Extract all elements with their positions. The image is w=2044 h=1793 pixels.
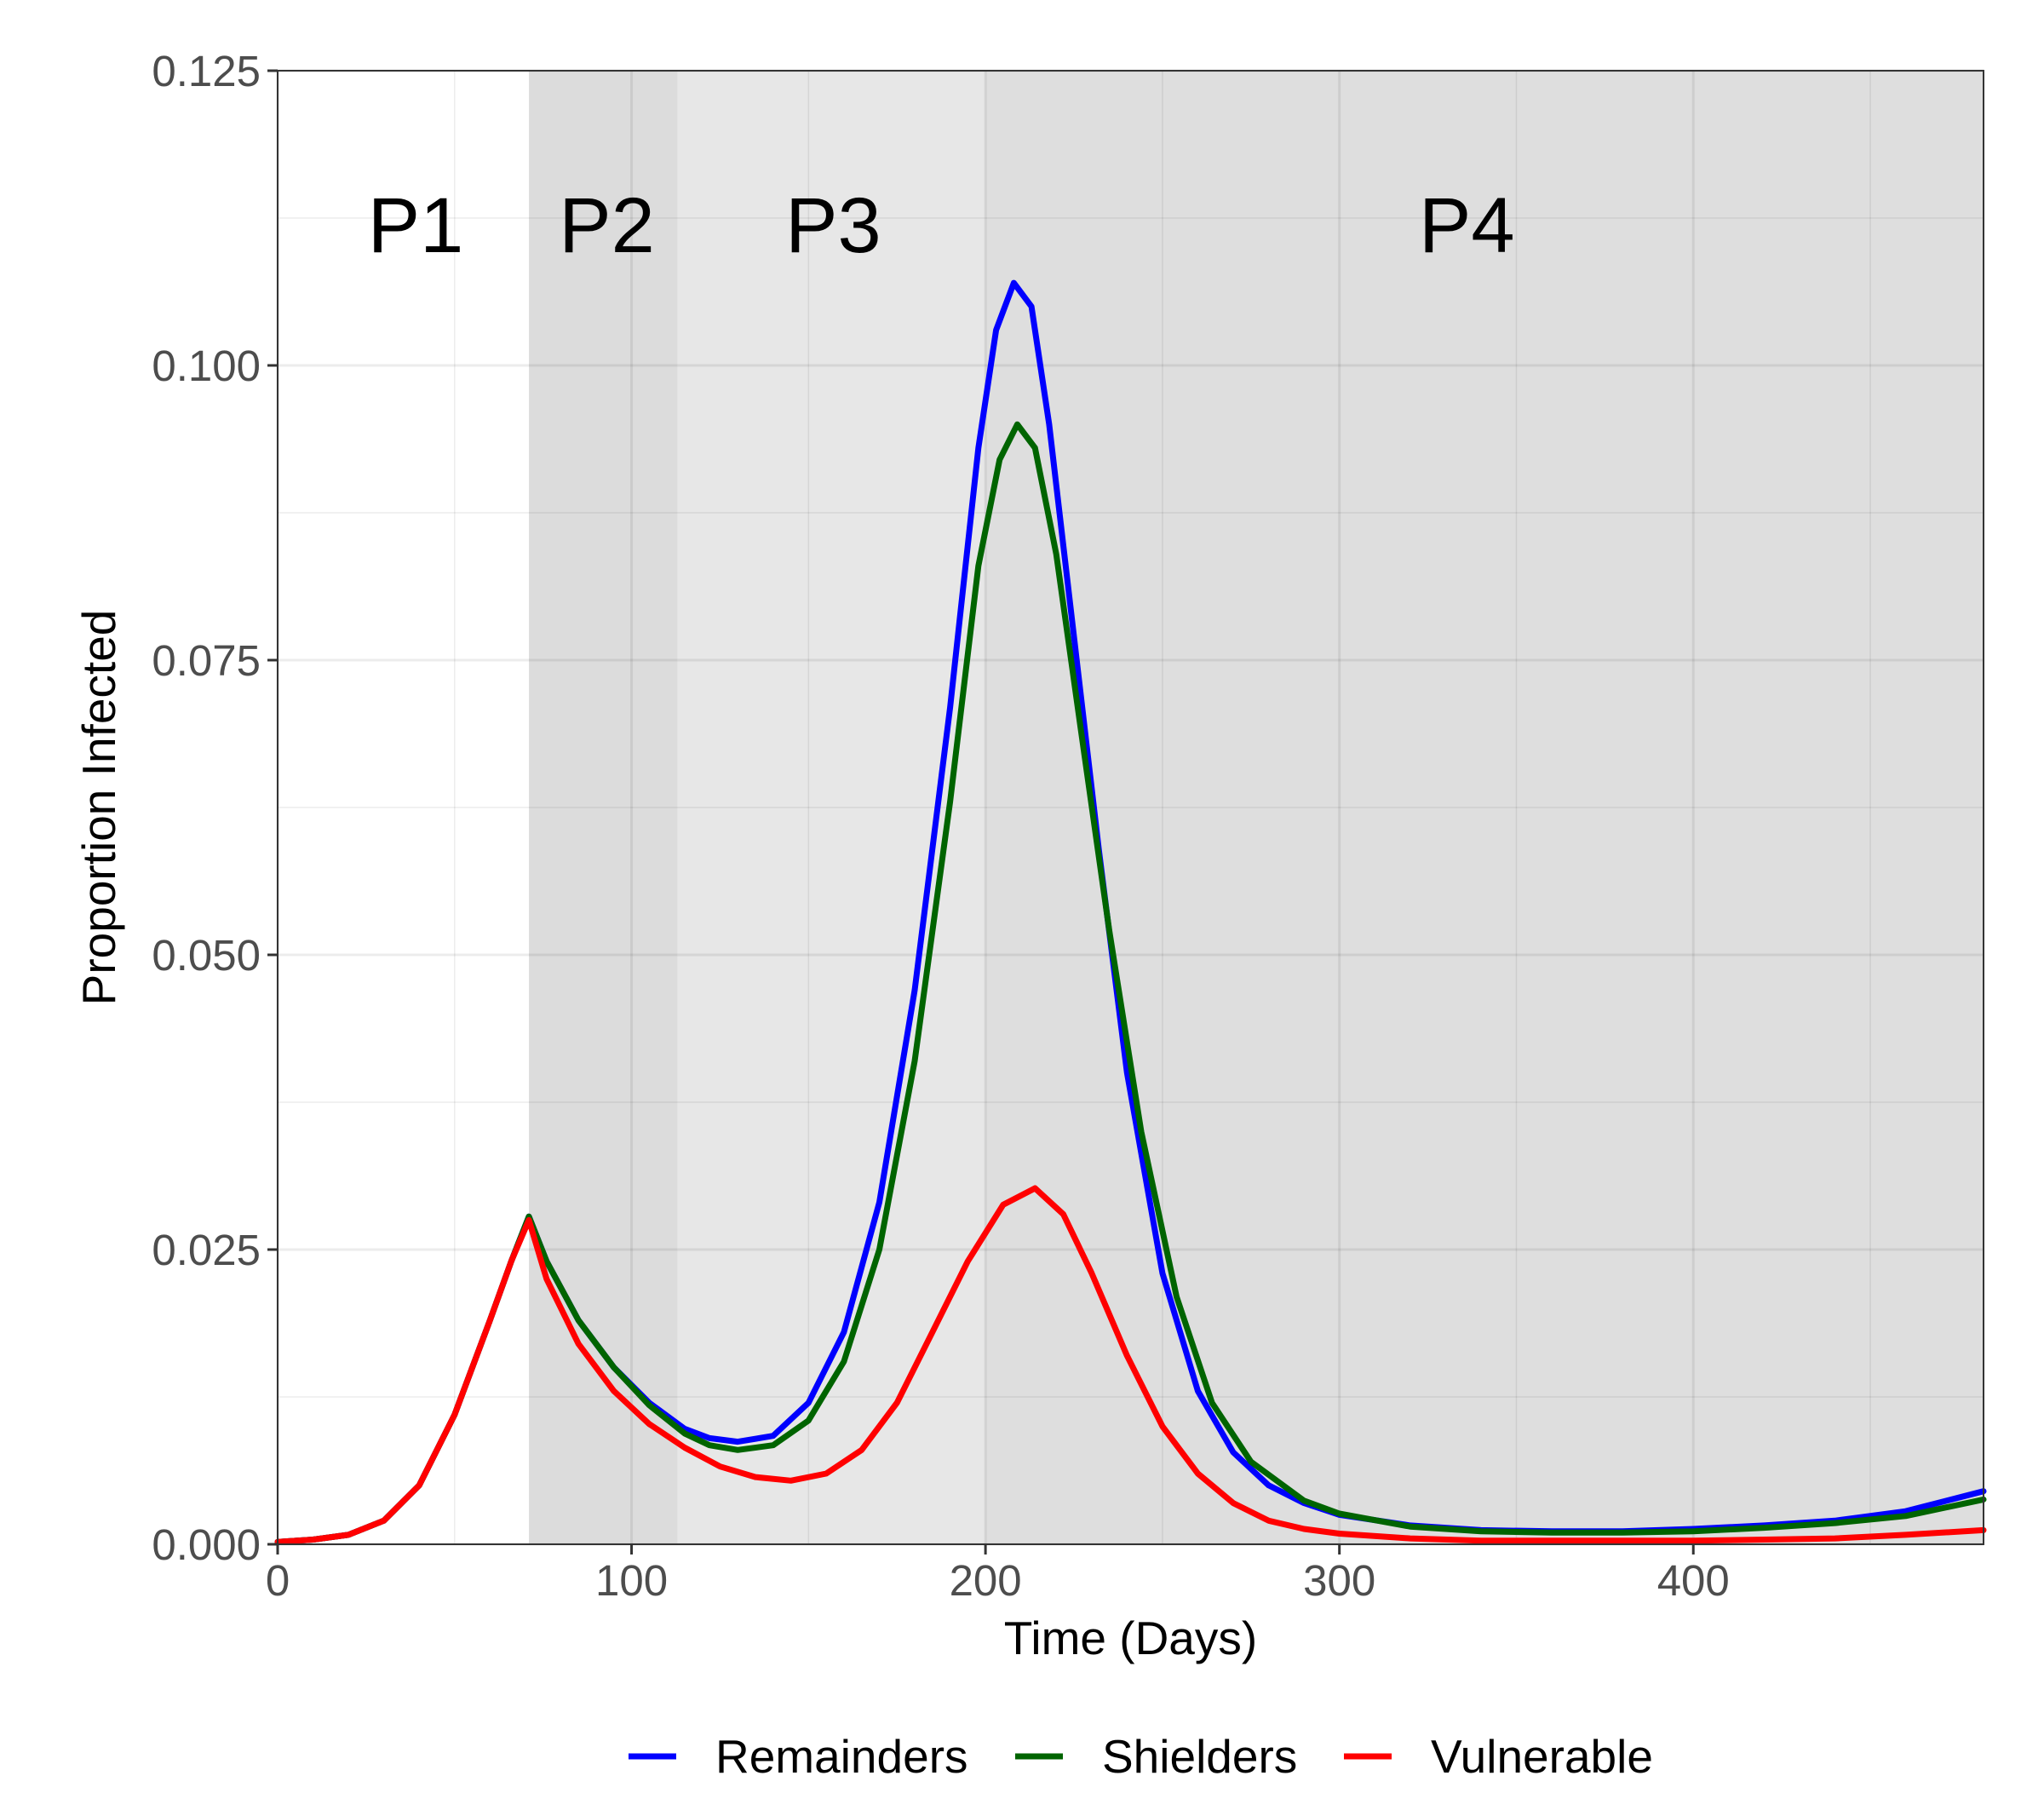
y-axis-title: Proportion Infected: [72, 610, 125, 1006]
y-tick-label: 0.075: [152, 636, 261, 685]
y-tick-label: 0.050: [152, 931, 261, 980]
phase-band-3: [677, 71, 986, 1544]
series-lines: [274, 279, 1987, 1545]
y-tick-label: 0.100: [152, 342, 261, 390]
y-tick-label: 0.000: [152, 1520, 261, 1569]
x-axis-title: Time (Days): [1004, 1612, 1257, 1664]
legend-label-vulnerable: Vulnerable: [1431, 1730, 1653, 1783]
panel-border: [277, 70, 1984, 1545]
legend-label-shielders: Shielders: [1102, 1730, 1297, 1783]
y-tick-label: 0.125: [152, 47, 261, 95]
x-tick-label: 0: [266, 1556, 290, 1605]
phase-label-p1: P1: [368, 182, 464, 269]
y-tick-label: 0.025: [152, 1226, 261, 1274]
phase-label-p2: P2: [559, 182, 655, 269]
x-tick-label: 100: [595, 1556, 668, 1605]
x-tick-label: 300: [1303, 1556, 1375, 1605]
phase-bands: [278, 71, 1984, 1544]
legend-label-remainders: Remainders: [715, 1730, 968, 1783]
phase-label-p3: P3: [785, 182, 881, 269]
phase-band-1: [278, 71, 530, 1544]
series-line-vulnerable: [274, 1185, 1987, 1545]
legend: Remainders Shielders Vulnerable: [629, 1730, 1653, 1783]
x-tick-label: 400: [1657, 1556, 1730, 1605]
phase-band-4: [985, 71, 1984, 1544]
axes: 0 100 200 300 400 0.000 0.025 0.050 0.075 0.100 0.…: [152, 47, 1729, 1605]
phase-labels: P1 P2 P3 P4: [368, 182, 1515, 269]
x-tick-label: 200: [950, 1556, 1022, 1605]
phase-label-p4: P4: [1419, 182, 1515, 269]
